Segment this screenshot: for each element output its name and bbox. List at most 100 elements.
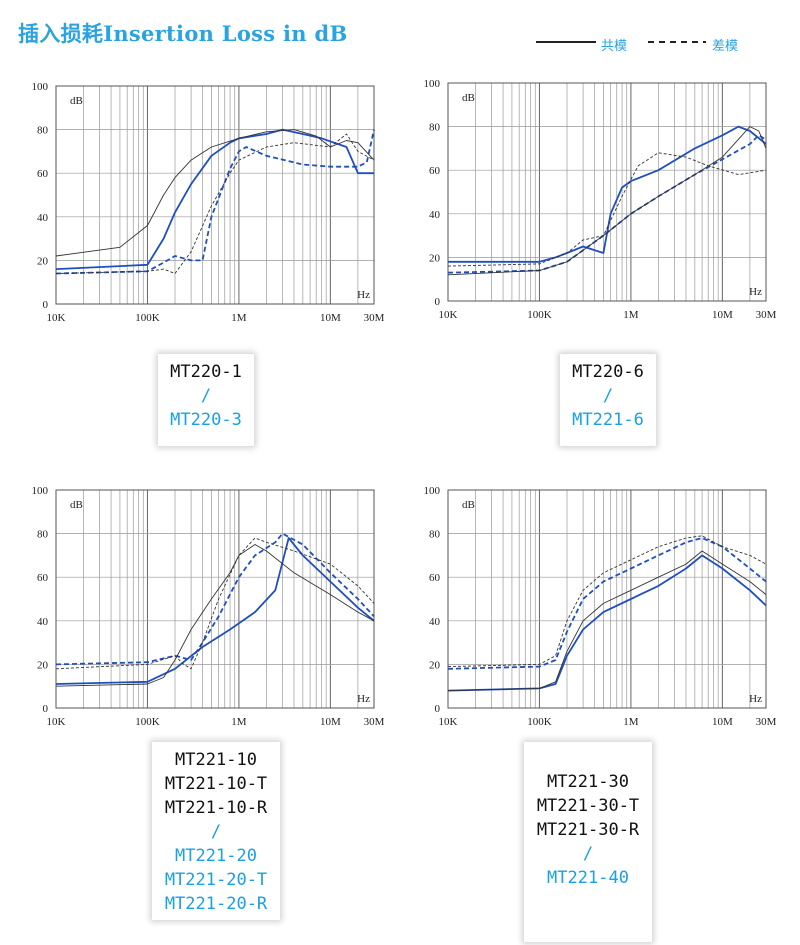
y-tick-label: 40 [429,616,441,628]
x-tick-label: 10K [47,716,66,728]
chart-3: 0 20 40 60 80 100 10K 100K 1M 10M 30M dB Hz [10,482,385,736]
series-line-black-dashed [55,133,375,274]
x-tick-label: 10K [47,312,66,324]
y-tick-label: 40 [37,212,49,224]
model-box-1: MT220-1 / MT220-3 [158,354,254,446]
series-line-blue-solid [55,537,375,685]
chart-3-svg: 0 20 40 60 80 100 10K 100K 1M 10M 30M dB Hz [32,485,385,728]
model-name-alt: MT221-6 [572,410,644,430]
y-tick-label: 0 [435,296,441,308]
plot-frame [55,85,375,305]
x-axis-label: Hz [749,286,762,298]
x-axis-label: Hz [357,289,370,301]
series-line-black-solid [55,544,375,687]
x-tick-label: 1M [231,312,247,324]
grid [55,489,375,709]
x-tick-label: 10M [320,716,341,728]
model-name: MT221-30 [547,772,629,792]
y-tick-label: 0 [435,703,441,715]
y-tick-label: 20 [429,659,441,671]
page-title: 插入损耗Insertion Loss in dB [18,21,348,46]
series-line-black-solid [447,126,767,276]
legend: 共模 差模 [536,34,786,54]
model-name-alt: MT221-20-R [164,894,268,914]
series-line-black-dashed [55,537,375,670]
x-tick-label: 1M [623,716,639,728]
grid [447,489,767,709]
model-name: MT221-10-R [164,798,268,818]
y-axis-label: dB [462,92,475,104]
x-tick-label: 10K [439,716,458,728]
chart-1: 0 20 40 60 80 100 10K 100K 1M 10M 30M dB Hz [10,78,385,332]
y-tick-label: 40 [37,616,49,628]
model-box-3: MT221-10 MT221-10-T MT221-10-R / MT221-20 MT2… [152,742,280,920]
y-tick-label: 80 [429,122,441,134]
chart-4-svg: 0 20 40 60 80 100 10K 100K 1M 10M 30M dB Hz [424,485,777,728]
y-tick-label: 60 [429,165,441,177]
y-tick-label: 60 [37,168,49,180]
model-box-2: MT220-6 / MT221-6 [560,354,656,446]
legend-solid-label: 共模 [601,39,628,54]
y-tick-label: 100 [424,485,441,497]
grid [55,85,375,305]
plot-frame [447,489,767,709]
x-tick-label: 10M [320,312,341,324]
x-axis-label: Hz [357,693,370,705]
y-tick-label: 20 [37,659,49,671]
series-line-blue-dashed [55,532,375,666]
x-axis-label: Hz [749,693,762,705]
y-tick-label: 0 [43,299,49,311]
x-tick-label: 30M [756,309,777,321]
chart-2: 0 20 40 60 80 100 10K 100K 1M 10M 30M dB Hz [402,75,777,329]
model-name: MT220-6 [572,362,644,382]
y-tick-label: 80 [37,529,49,541]
y-tick-label: 20 [429,252,441,264]
y-tick-label: 100 [32,485,49,497]
series-line-black-solid [55,129,375,257]
y-tick-label: 40 [429,209,441,221]
x-tick-label: 1M [623,309,639,321]
chart-1-svg: 0 20 40 60 80 100 10K 100K 1M 10M 30M dB Hz [32,81,385,324]
y-tick-label: 60 [429,572,441,584]
y-axis-label: dB [462,499,475,511]
series-line-black-dashed [447,152,767,267]
model-name: MT220-1 [170,362,242,382]
y-tick-label: 80 [429,529,441,541]
legend-dashed-label: 差模 [712,39,739,54]
model-name: MT221-10 [175,750,257,770]
plot-frame [447,82,767,302]
x-tick-label: 30M [364,312,385,324]
y-tick-label: 100 [32,81,49,93]
y-tick-label: 0 [43,703,49,715]
model-name: MT221-30-T [536,796,640,816]
model-name: MT221-10-T [164,774,268,794]
model-name-alt: MT220-3 [170,410,242,430]
y-tick-label: 20 [37,255,49,267]
model-name-alt: MT221-20 [175,846,257,866]
series-line-blue-solid [447,554,767,692]
model-separator: / [210,822,222,842]
x-tick-label: 10K [439,309,458,321]
y-tick-label: 100 [424,78,441,90]
series-line-black-dashed [447,535,767,668]
legend-lines [536,41,706,43]
model-separator: / [582,844,594,864]
model-separator: / [200,386,212,406]
y-tick-label: 80 [37,125,49,137]
x-tick-label: 10M [712,309,733,321]
series-line-blue-dashed [55,129,375,275]
x-tick-label: 1M [231,716,247,728]
x-tick-label: 10M [712,716,733,728]
y-axis-label: dB [70,95,83,107]
series-line-black-solid [447,550,767,692]
y-axis-label: dB [70,499,83,511]
x-tick-label: 100K [135,312,160,324]
chart-2-svg: 0 20 40 60 80 100 10K 100K 1M 10M 30M dB Hz [424,78,777,321]
x-tick-label: 100K [527,716,552,728]
model-name-alt: MT221-40 [547,868,629,888]
model-box-4: MT221-30 MT221-30-T MT221-30-R / MT221-40 [524,742,652,942]
y-tick-label: 60 [37,572,49,584]
x-tick-label: 30M [364,716,385,728]
chart-4: 0 20 40 60 80 100 10K 100K 1M 10M 30M dB Hz [402,482,777,736]
grid [447,82,767,302]
